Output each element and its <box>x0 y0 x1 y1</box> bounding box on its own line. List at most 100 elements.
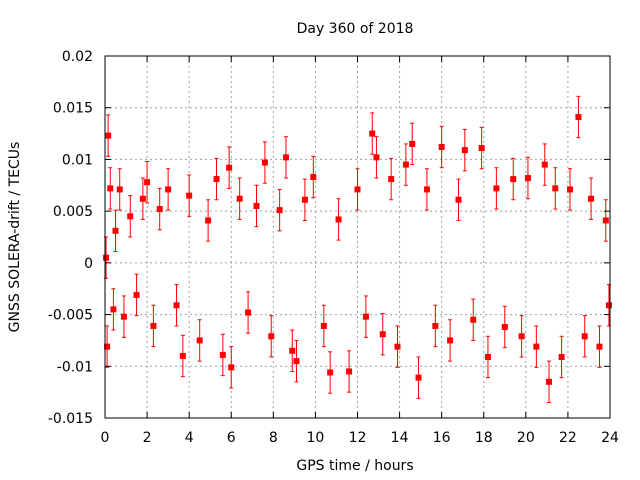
data-point <box>104 325 111 368</box>
data-point <box>484 335 491 379</box>
x-tick-label: 10 <box>307 430 325 446</box>
data-point <box>301 178 308 221</box>
point-marker <box>186 192 193 199</box>
point-marker <box>379 331 386 338</box>
data-point <box>552 167 559 210</box>
data-point <box>245 291 252 334</box>
data-point <box>335 198 342 241</box>
y-tick-label: 0 <box>84 256 93 272</box>
data-point <box>116 168 123 211</box>
data-point <box>107 167 114 210</box>
point-marker <box>510 176 517 183</box>
data-point <box>409 122 416 166</box>
data-point <box>415 356 422 399</box>
y-tick-label: -0.005 <box>48 308 93 324</box>
y-tick-label: -0.01 <box>57 359 93 375</box>
point-marker <box>310 174 317 181</box>
data-point <box>156 187 163 231</box>
point-marker <box>518 333 525 340</box>
point-marker <box>409 140 416 147</box>
data-point <box>379 313 386 356</box>
data-point <box>346 350 353 393</box>
data-point <box>228 346 235 389</box>
point-marker <box>205 217 212 224</box>
point-marker <box>588 195 595 202</box>
point-marker <box>415 374 422 381</box>
point-marker <box>533 343 540 350</box>
point-marker <box>327 369 334 376</box>
x-tick-label: 24 <box>601 430 619 446</box>
point-marker <box>402 161 409 168</box>
data-point <box>261 141 268 184</box>
x-tick-label: 8 <box>269 430 278 446</box>
x-tick-label: 0 <box>101 430 110 446</box>
y-tick-label: -0.015 <box>48 411 93 427</box>
data-point <box>581 315 588 358</box>
point-marker <box>602 217 609 224</box>
x-axis-ticks: 0 2 4 6 8 10 12 14 16 18 20 22 24 <box>101 56 619 446</box>
point-marker <box>213 176 220 183</box>
x-tick-label: 14 <box>391 430 409 446</box>
data-point <box>432 304 439 348</box>
data-point <box>461 128 468 172</box>
data-point <box>533 325 540 368</box>
point-marker <box>179 352 186 359</box>
data-point <box>165 168 172 211</box>
data-point <box>369 112 376 155</box>
data-point <box>139 177 146 220</box>
data-point <box>501 305 508 349</box>
point-marker <box>346 368 353 375</box>
point-marker <box>261 159 268 166</box>
point-marker <box>110 306 117 313</box>
point-marker <box>150 322 157 329</box>
point-marker <box>133 291 140 298</box>
data-point <box>320 304 327 348</box>
point-marker <box>165 186 172 193</box>
data-point <box>179 334 186 378</box>
point-marker <box>394 343 401 350</box>
point-marker <box>596 343 603 350</box>
point-marker <box>253 202 260 209</box>
point-marker <box>545 378 552 385</box>
point-marker <box>354 186 361 193</box>
data-point <box>219 333 226 377</box>
y-tick-label: 0.005 <box>53 204 93 220</box>
data-point <box>120 295 127 338</box>
point-marker <box>605 302 612 309</box>
data-point <box>103 236 110 279</box>
point-marker <box>196 337 203 344</box>
point-marker <box>438 144 445 151</box>
data-point <box>110 288 117 331</box>
data-point <box>470 298 477 341</box>
data-point <box>236 177 243 220</box>
data-series <box>103 95 612 403</box>
point-marker <box>112 227 119 234</box>
data-point <box>293 339 300 383</box>
point-marker <box>461 147 468 154</box>
point-marker <box>581 333 588 340</box>
point-marker <box>276 207 283 214</box>
data-point <box>105 114 112 157</box>
point-marker <box>447 337 454 344</box>
data-point <box>423 168 430 211</box>
data-point <box>541 143 548 186</box>
point-marker <box>335 216 342 223</box>
data-point <box>478 126 485 170</box>
point-marker <box>423 186 430 193</box>
point-marker <box>173 302 180 309</box>
point-marker <box>493 185 500 192</box>
y-axis-label: GNSS SOLERA-drift / TECUs <box>7 142 23 333</box>
x-tick-label: 18 <box>475 430 493 446</box>
point-marker <box>455 196 462 203</box>
point-marker <box>541 161 548 168</box>
x-tick-label: 4 <box>185 430 194 446</box>
point-marker <box>127 213 134 220</box>
point-marker <box>320 322 327 329</box>
point-marker <box>567 186 574 193</box>
x-axis-label: GPS time / hours <box>296 458 413 474</box>
point-marker <box>552 185 559 192</box>
x-tick-label: 2 <box>143 430 152 446</box>
point-marker <box>103 254 110 261</box>
data-point <box>588 177 595 220</box>
data-point <box>186 174 193 217</box>
